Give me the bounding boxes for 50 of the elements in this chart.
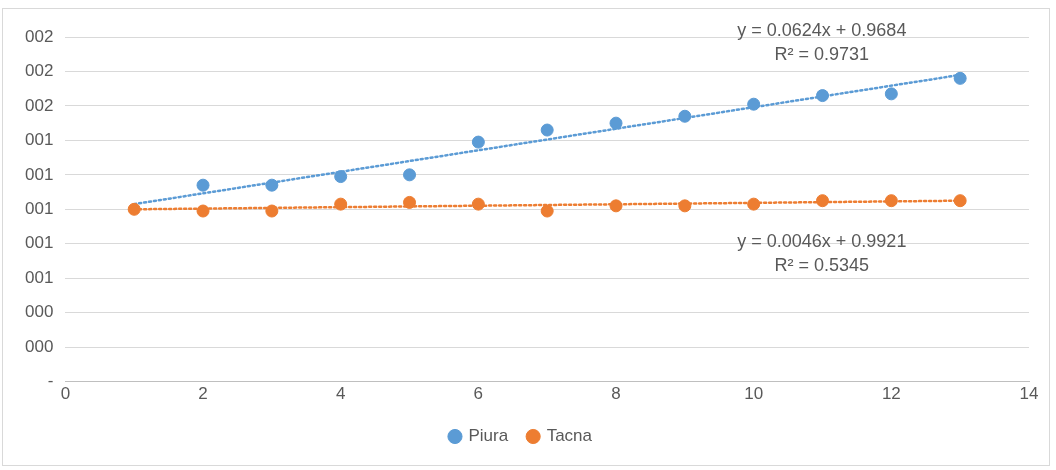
point (265, 204, 279, 218)
y-tick-label: 002 (24, 61, 54, 81)
point (196, 178, 210, 192)
x-tick-label: 4 (335, 384, 346, 404)
point (334, 197, 348, 211)
point (127, 202, 141, 216)
point (747, 197, 761, 211)
point (196, 204, 210, 218)
point (816, 194, 830, 208)
annotation: R² = 0.5345 (774, 255, 870, 276)
y-tick-label: 001 (24, 130, 54, 150)
annotation: y = 0.0046x + 0.9921 (737, 231, 907, 252)
point (403, 168, 417, 182)
point (540, 204, 554, 218)
point (816, 89, 830, 103)
point (678, 109, 692, 123)
x-tick-label: 6 (473, 384, 484, 404)
point (334, 170, 348, 184)
y-tick-label: 000 (24, 336, 54, 356)
point (953, 71, 967, 85)
point (609, 199, 623, 213)
point (678, 199, 692, 213)
point (884, 194, 898, 208)
annotation: R² = 0.9731 (774, 43, 870, 64)
point (265, 178, 279, 192)
y-tick-label: - (47, 371, 54, 391)
point (540, 123, 554, 137)
point (471, 197, 485, 211)
y-tick-label: 002 (24, 26, 54, 46)
y-tick-label: 001 (24, 164, 54, 184)
point (471, 135, 485, 149)
point (609, 116, 623, 130)
y-tick-label: 001 (24, 233, 54, 253)
x-tick-label: 0 (60, 384, 71, 404)
legend-label: Piura (468, 426, 509, 446)
x-tick-label: 8 (611, 384, 621, 404)
point (403, 195, 417, 209)
x-tick-label: 2 (198, 384, 208, 404)
x-tick-label: 12 (881, 384, 901, 404)
y-tick-label: 001 (24, 198, 54, 218)
legend-label: Tacna (546, 426, 593, 446)
y-tick-label: 000 (24, 302, 54, 322)
x-tick-label: 14 (1019, 384, 1039, 404)
point (953, 194, 967, 208)
y-tick-label: 001 (24, 267, 54, 287)
point (747, 97, 761, 111)
x-tick-label: 10 (744, 384, 764, 404)
y-tick-label: 002 (24, 95, 54, 115)
point (884, 87, 898, 101)
annotation: y = 0.0624x + 0.9684 (737, 19, 907, 40)
